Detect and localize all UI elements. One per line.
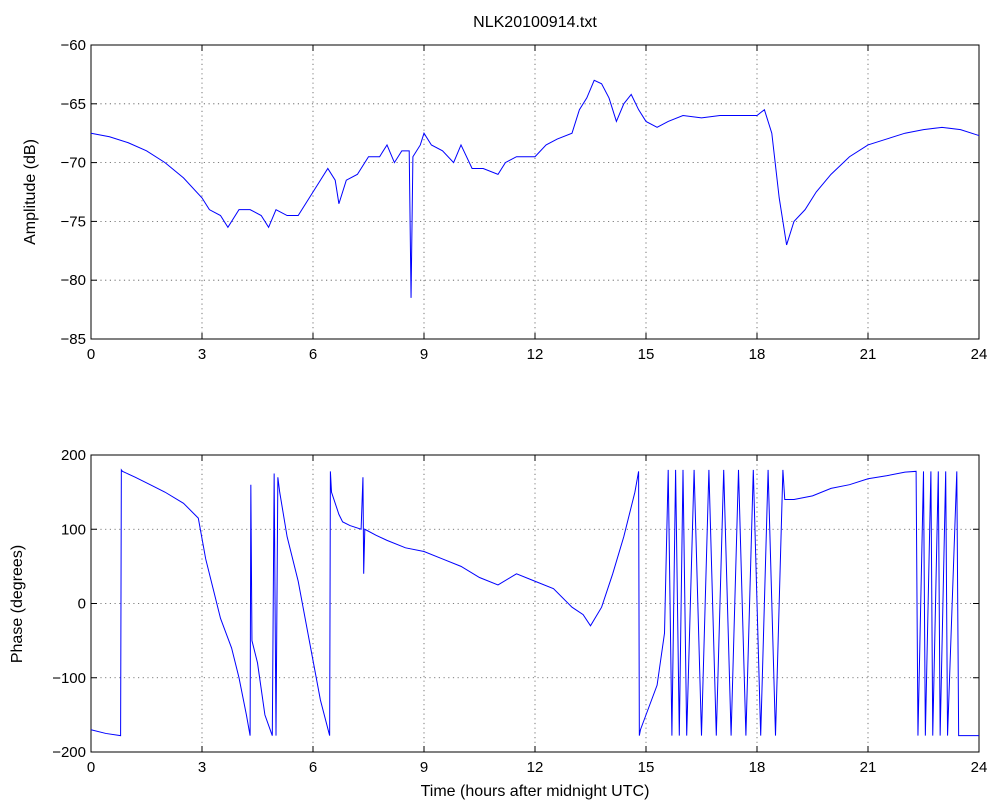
amplitude-gridlines xyxy=(91,45,979,339)
amplitude-ytick-label: −70 xyxy=(61,155,86,172)
phase-xtick-label: 21 xyxy=(860,759,877,776)
amplitude-title: NLK20100914.txt xyxy=(473,14,597,31)
amplitude-xtick-label: 15 xyxy=(638,346,655,363)
phase-series-line xyxy=(90,468,979,737)
amplitude-xtick-label: 12 xyxy=(527,346,544,363)
amplitude-xtick-label: 24 xyxy=(971,346,988,363)
phase-ylabel: Phase (degrees) xyxy=(9,545,26,663)
phase-ytick-label: 0 xyxy=(78,596,86,613)
phase-xtick-label: 0 xyxy=(87,759,95,776)
phase-ytick-label: −100 xyxy=(52,670,86,687)
amplitude-panel: 0 3 6 9 12 15 18 21 24 −85 −80 −75 −70 −65 −60 NLK2010… xyxy=(22,14,987,363)
phase-xtick-label: 12 xyxy=(527,759,544,776)
phase-xtick-label: 15 xyxy=(638,759,655,776)
amplitude-xtick-label: 3 xyxy=(198,346,206,363)
amplitude-xtick-label: 6 xyxy=(309,346,317,363)
amplitude-series-line xyxy=(90,79,980,298)
amplitude-xtick-label: 21 xyxy=(860,346,877,363)
phase-ytick-label: 200 xyxy=(61,447,86,464)
phase-ticks: 0 3 6 9 12 15 18 21 24 −200 −100 0 100 200 xyxy=(52,447,987,776)
phase-ytick-label: 100 xyxy=(61,521,86,538)
phase-xtick-label: 24 xyxy=(971,759,988,776)
phase-xtick-label: 18 xyxy=(749,759,766,776)
amplitude-ytick-label: −65 xyxy=(61,96,86,113)
amplitude-ticks: 0 3 6 9 12 15 18 21 24 −85 −80 −75 −70 −65 −60 xyxy=(61,37,988,363)
phase-xlabel: Time (hours after midnight UTC) xyxy=(421,783,650,800)
amplitude-ylabel: Amplitude (dB) xyxy=(22,139,39,245)
phase-xtick-label: 9 xyxy=(420,759,428,776)
amplitude-xtick-label: 18 xyxy=(749,346,766,363)
amplitude-ytick-label: −75 xyxy=(61,213,86,230)
amplitude-xtick-label: 0 xyxy=(87,346,95,363)
phase-plot-area xyxy=(90,454,980,753)
phase-ytick-label: −200 xyxy=(52,744,86,761)
amplitude-xtick-label: 9 xyxy=(420,346,428,363)
phase-panel: 0 3 6 9 12 15 18 21 24 −200 −100 0 100 200 Time (hour… xyxy=(9,447,987,800)
phase-xtick-label: 3 xyxy=(198,759,206,776)
amplitude-ytick-label: −60 xyxy=(61,37,86,54)
amplitude-ytick-label: −85 xyxy=(61,331,86,348)
amplitude-ytick-label: −80 xyxy=(61,272,86,289)
phase-xtick-label: 6 xyxy=(309,759,317,776)
